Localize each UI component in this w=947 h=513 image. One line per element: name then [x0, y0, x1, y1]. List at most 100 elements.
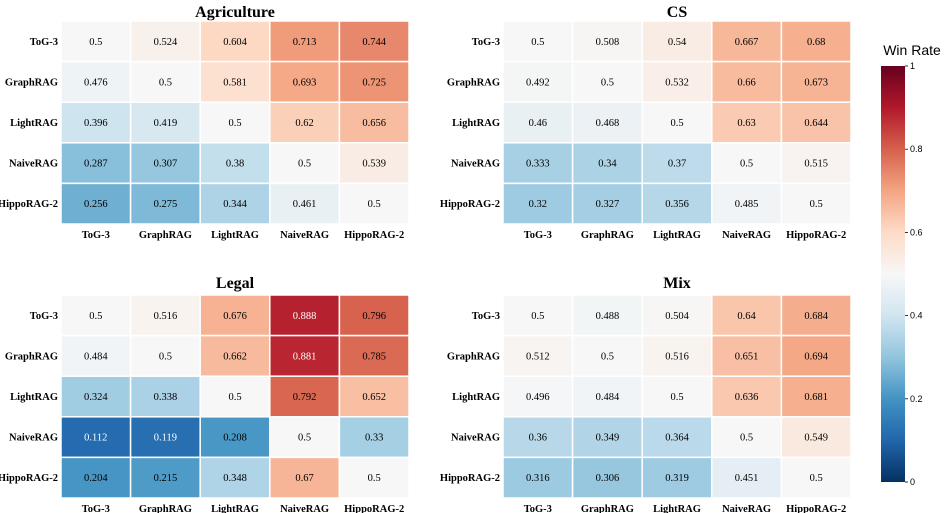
- cell-value-label: 0.32: [529, 199, 547, 210]
- heatmap-panel-mix: Mix 0.5 0.488 0.504 0.64 0.684 0.512 0.5 0.516 0.…: [440, 275, 852, 513]
- column-tick-label: NaiveRAG: [722, 230, 771, 241]
- colorbar-tick-label: 1: [910, 61, 915, 71]
- heatmap-cell: [780, 456, 852, 499]
- heatmap-cell: [269, 101, 341, 144]
- heatmap-cell: [502, 101, 574, 144]
- row-tick-label: GraphRAG: [5, 77, 58, 88]
- colorbar-ticks: 0 0.2 0.4 0.6 0.8 1: [905, 61, 923, 487]
- heatmap-cell: [129, 20, 201, 63]
- cell-value-label: 0.532: [665, 77, 689, 88]
- cell-value-label: 0.63: [737, 118, 755, 129]
- heatmap-cell: [129, 456, 201, 499]
- cell-value-label: 0.644: [804, 118, 828, 129]
- heatmap-cell: [129, 101, 201, 144]
- row-tick-label: LightRAG: [10, 392, 58, 403]
- cell-value-label: 0.62: [295, 118, 313, 129]
- cell-value-label: 0.676: [223, 311, 247, 322]
- cell-value-label: 0.46: [529, 118, 547, 129]
- heatmap-cell: [269, 416, 341, 459]
- cell-value-label: 0.888: [293, 311, 317, 322]
- cell-value-label: 0.684: [804, 311, 828, 322]
- cell-value-label: 0.488: [596, 311, 620, 322]
- cell-value-label: 0.5: [298, 433, 311, 444]
- colorbar-tick-label: 0.8: [910, 144, 923, 154]
- colorbar-tick-label: 0.2: [910, 394, 923, 404]
- heatmap-cell: [641, 375, 713, 418]
- cell-value-label: 0.5: [159, 351, 172, 362]
- cell-value-label: 0.515: [804, 159, 828, 170]
- heatmap-cell: [711, 334, 783, 377]
- cell-value-label: 0.319: [665, 473, 689, 484]
- heatmap-cell: [338, 375, 410, 418]
- cell-value-label: 0.485: [735, 199, 759, 210]
- cell-value-label: 0.681: [804, 392, 828, 403]
- column-tick-label: GraphRAG: [139, 504, 192, 513]
- cell-value-label: 0.306: [596, 473, 620, 484]
- panel-title: CS: [667, 4, 688, 21]
- column-tick-label: LightRAG: [211, 504, 259, 513]
- row-tick-label: HippoRAG-2: [440, 199, 500, 210]
- colorbar-tick-label: 0.6: [910, 227, 923, 237]
- row-tick-label: GraphRAG: [447, 351, 500, 362]
- row-tick-label: LightRAG: [452, 118, 500, 129]
- heatmap-cell: [60, 416, 132, 459]
- row-tick-label: HippoRAG-2: [0, 199, 58, 210]
- heatmap-cell: [502, 334, 574, 377]
- cell-value-label: 0.5: [89, 311, 102, 322]
- heatmap-cell: [502, 182, 574, 225]
- heatmap-cell: [60, 20, 132, 63]
- cell-value-label: 0.468: [596, 118, 620, 129]
- heatmap-cell: [780, 20, 852, 63]
- cell-value-label: 0.5: [368, 473, 381, 484]
- cell-value-label: 0.5: [531, 37, 544, 48]
- heatmap-cell: [269, 334, 341, 377]
- cell-value-label: 0.5: [531, 311, 544, 322]
- heatmap-cell: [338, 182, 410, 225]
- panel-title: Mix: [663, 275, 691, 292]
- column-tick-label: HippoRAG-2: [786, 230, 846, 241]
- heatmap-cell: [711, 375, 783, 418]
- heatmap-cell: [571, 334, 643, 377]
- heatmap-cell: [129, 182, 201, 225]
- heatmap-cell: [338, 60, 410, 103]
- heatmap-cell: [641, 456, 713, 499]
- cell-value-label: 0.344: [223, 199, 247, 210]
- cell-value-label: 0.5: [740, 433, 753, 444]
- heatmap-cell: [199, 416, 271, 459]
- heatmap-cell: [502, 294, 574, 337]
- heatmap-cell: [199, 182, 271, 225]
- heatmap-cell: [60, 375, 132, 418]
- heatmap-cell: [780, 142, 852, 185]
- colorbar-gradient: [881, 66, 905, 482]
- heatmap-cell: [129, 142, 201, 185]
- cell-value-label: 0.881: [293, 351, 317, 362]
- row-tick-label: ToG-3: [30, 37, 58, 48]
- heatmap-cell: [780, 416, 852, 459]
- row-tick-label: LightRAG: [452, 392, 500, 403]
- column-tick-label: GraphRAG: [581, 504, 634, 513]
- cell-value-label: 0.204: [84, 473, 108, 484]
- cell-value-label: 0.516: [665, 351, 689, 362]
- row-tick-label: HippoRAG-2: [0, 473, 58, 484]
- cell-value-label: 0.5: [601, 77, 614, 88]
- heatmap-cell: [502, 456, 574, 499]
- heatmap-cell: [571, 375, 643, 418]
- cell-value-label: 0.549: [804, 433, 828, 444]
- column-tick-label: ToG-3: [524, 230, 552, 241]
- column-tick-label: ToG-3: [524, 504, 552, 513]
- heatmap-cell: [711, 182, 783, 225]
- cell-value-label: 0.785: [362, 351, 386, 362]
- heatmap-cell: [711, 294, 783, 337]
- colorbar-title: Win Rate: [883, 42, 941, 58]
- heatmap-cell: [641, 182, 713, 225]
- cell-value-label: 0.581: [223, 77, 247, 88]
- cell-value-label: 0.484: [596, 392, 620, 403]
- cell-value-label: 0.451: [735, 473, 759, 484]
- heatmap-cell: [780, 182, 852, 225]
- row-tick-label: ToG-3: [30, 311, 58, 322]
- column-tick-label: ToG-3: [82, 230, 110, 241]
- cell-value-label: 0.119: [154, 433, 177, 444]
- heatmap-cell: [60, 182, 132, 225]
- heatmap-cell: [571, 182, 643, 225]
- cell-value-label: 0.492: [526, 77, 550, 88]
